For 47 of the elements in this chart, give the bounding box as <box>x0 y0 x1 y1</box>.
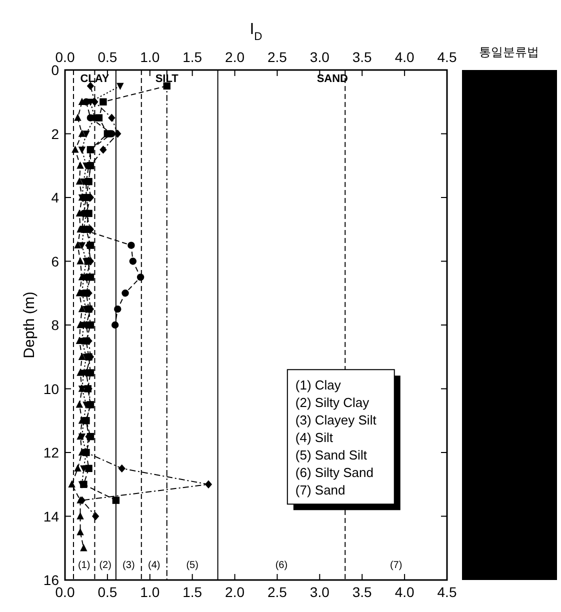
x-tick-label: 1.5 <box>182 584 202 600</box>
x-tick-label: 2.0 <box>225 584 245 600</box>
annotation: (3) <box>122 560 135 571</box>
y-tick-label: 0 <box>51 62 60 78</box>
annotation: (5) Sand Silt <box>295 448 368 463</box>
x2-tick-label: 0.5 <box>98 49 118 65</box>
x2-tick-label: 1.0 <box>140 49 160 65</box>
annotation: SAND <box>316 73 348 85</box>
x2-tick-label: 2.0 <box>225 49 245 65</box>
annotation: (1) Clay <box>295 378 342 393</box>
x-tick-label: 3.5 <box>352 584 372 600</box>
x-tick-label: 3.0 <box>310 584 330 600</box>
annotation: (5) <box>186 560 198 571</box>
x2-tick-label: 4.5 <box>437 49 457 65</box>
y-tick-label: 6 <box>51 253 60 270</box>
x2-tick-label: 4.0 <box>394 49 414 65</box>
text: 통일분류법 <box>479 45 539 59</box>
annotation: (7) Sand <box>295 482 346 498</box>
x2-tick-label: 0.0 <box>55 49 75 65</box>
x2-tick-label: 3.5 <box>352 49 372 65</box>
x-tick-label: 4.5 <box>437 584 457 600</box>
annotation: (6) <box>275 560 288 571</box>
annotation: CLAY <box>80 73 110 85</box>
y-tick-label: 10 <box>43 380 60 397</box>
y-tick-label: 2 <box>51 126 60 142</box>
y-tick-label: 4 <box>51 190 60 206</box>
annotation: (2) Silty Clay <box>295 395 370 410</box>
annotation: (4) Silt <box>295 430 334 446</box>
y-tick-label: 14 <box>43 508 60 524</box>
x-axis-title: I$_{D}$ <box>250 21 262 43</box>
x-tick-label: 1.0 <box>140 584 160 600</box>
y-tick-label: 12 <box>43 444 60 460</box>
annotation: (3) Clayey Silt <box>295 412 377 428</box>
annotation: SILT <box>155 73 179 85</box>
x2-tick-label: 1.5 <box>182 49 202 65</box>
annotation: (1) <box>78 560 90 571</box>
x2-tick-label: 2.5 <box>267 49 288 65</box>
x-tick-label: 2.5 <box>267 584 288 600</box>
annotation: (7) <box>390 560 402 571</box>
annotation: (4) <box>148 560 160 571</box>
annotation: (2) <box>99 560 112 571</box>
y-axis-title: Depth (m) <box>21 292 38 358</box>
x-tick-label: 4.0 <box>394 584 414 600</box>
x2-tick-label: 3.0 <box>310 49 330 65</box>
annotation: (6) Silty Sand <box>295 465 374 480</box>
x-tick-label: 0.5 <box>98 584 118 600</box>
y-tick-label: 8 <box>51 317 60 333</box>
